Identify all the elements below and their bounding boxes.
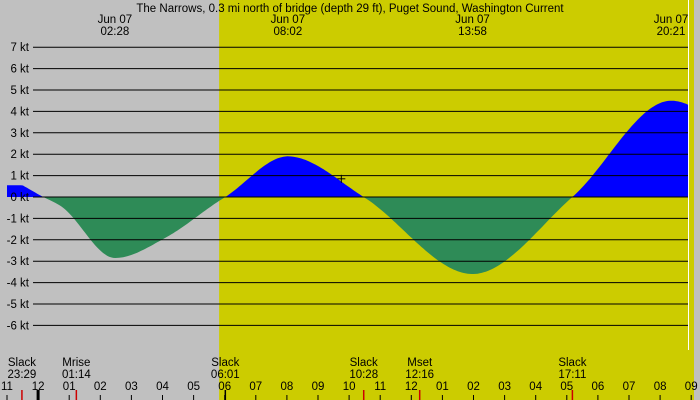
x-tick-label: 05 (187, 381, 200, 393)
x-tick-label: 09 (685, 381, 698, 393)
event-time: 10:28 (349, 369, 378, 381)
peak-time-label: 20:21 (657, 26, 686, 38)
event-label: Slack (211, 357, 239, 369)
y-tick-label: 5 kt (10, 85, 29, 97)
event-label: Mrise (62, 357, 90, 369)
peak-date-label: Jun 07 (271, 14, 306, 26)
x-tick-label: 01 (63, 381, 76, 393)
x-tick-label: 01 (436, 381, 449, 393)
peak-time-label: 13:58 (458, 26, 487, 38)
x-tick-label: 04 (529, 381, 542, 393)
x-tick-label: 05 (560, 381, 573, 393)
peak-date-label: Jun 07 (654, 14, 689, 26)
peak-time-label: 02:28 (101, 26, 130, 38)
x-tick-label: 07 (623, 381, 636, 393)
y-tick-label: -6 kt (7, 320, 30, 332)
x-tick-label: 11 (1, 381, 13, 393)
y-tick-label: -2 kt (7, 235, 30, 247)
y-tick-label: 2 kt (10, 149, 29, 161)
y-tick-label: 6 kt (10, 64, 29, 76)
event-time: 17:11 (558, 369, 586, 381)
y-tick-label: 1 kt (10, 171, 29, 183)
x-tick-label: 03 (498, 381, 511, 393)
y-tick-label: 3 kt (10, 128, 29, 140)
y-tick-label: -5 kt (7, 299, 30, 311)
x-tick-label: 02 (94, 381, 107, 393)
x-tick-label: 04 (156, 381, 169, 393)
y-tick-label: 0 kt (10, 192, 29, 204)
event-time: 23:29 (8, 369, 37, 381)
peak-date-label: Jun 07 (455, 14, 490, 26)
y-tick-label: -4 kt (7, 278, 30, 290)
x-tick-label: 06 (592, 381, 605, 393)
y-tick-label: -1 kt (7, 213, 30, 225)
x-tick-label: 09 (312, 381, 325, 393)
event-label: Slack (558, 357, 586, 369)
event-label: Slack (8, 357, 36, 369)
peak-time-label: 08:02 (273, 26, 302, 38)
x-tick-label: 07 (249, 381, 262, 393)
y-tick-label: -3 kt (7, 256, 30, 268)
x-tick-label: 02 (467, 381, 480, 393)
x-tick-label: 08 (654, 381, 667, 393)
x-tick-label: 10 (343, 381, 356, 393)
x-tick-label: 08 (281, 381, 294, 393)
peak-date-label: Jun 07 (98, 14, 133, 26)
event-label: Mset (407, 357, 433, 369)
y-tick-label: 4 kt (10, 106, 29, 118)
chart-title: The Narrows, 0.3 mi north of bridge (dep… (136, 3, 564, 15)
y-tick-label: 7 kt (10, 42, 29, 54)
event-time: 12:16 (405, 369, 434, 381)
x-tick-label: 11 (374, 381, 386, 393)
x-tick-label: 03 (125, 381, 138, 393)
event-time: 01:14 (62, 369, 91, 381)
x-tick-label: 12 (405, 381, 418, 393)
event-label: Slack (350, 357, 378, 369)
event-time: 06:01 (211, 369, 240, 381)
